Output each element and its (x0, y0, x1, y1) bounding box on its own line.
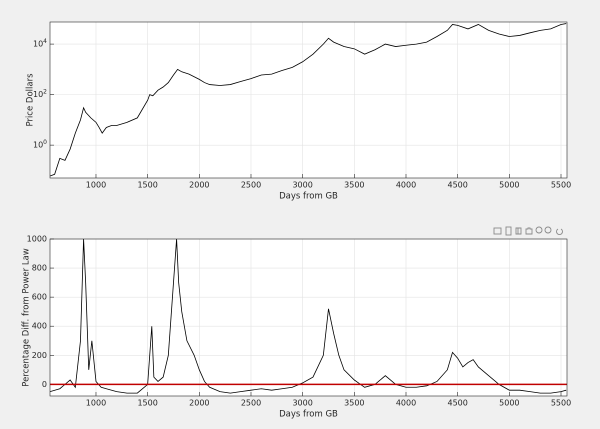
export-icon[interactable] (493, 227, 502, 235)
x-tick-label: 1000 (86, 181, 106, 190)
x-tick-label: 1500 (137, 181, 157, 190)
plot-layer (50, 239, 567, 394)
data-line (50, 239, 567, 394)
zoom-in-icon[interactable] (535, 226, 543, 234)
x-axis-title: Days from GB (279, 410, 338, 420)
x-tick-label: 5000 (499, 181, 519, 190)
y-axis-title: Percentage Diff. from Power Law (22, 248, 32, 387)
brush-icon[interactable] (505, 226, 512, 236)
x-tick-label: 5500 (551, 399, 571, 408)
y-tick-label: 102 (33, 88, 47, 99)
axes-box (49, 238, 568, 397)
y-tick-label: 200 (32, 351, 47, 360)
y-tick-label: 0 (42, 380, 47, 389)
x-tick-label: 2500 (241, 181, 261, 190)
plot-area (50, 239, 567, 396)
data-line (50, 23, 567, 177)
y-tick-label: 400 (32, 322, 47, 331)
x-tick-label: 1500 (137, 399, 157, 408)
x-tick-label: 2000 (189, 181, 209, 190)
x-tick-label: 2500 (241, 399, 261, 408)
datatip-icon[interactable] (515, 227, 522, 235)
x-tick-label: 4500 (447, 181, 467, 190)
y-tick-label: 104 (33, 38, 47, 49)
x-tick-label: 4500 (447, 399, 467, 408)
zoom-out-icon[interactable] (544, 226, 552, 234)
axes-box (49, 21, 568, 179)
y-tick-label: 100 (33, 139, 47, 150)
x-tick-label: 4000 (396, 399, 416, 408)
y-tick-label: 1000 (27, 235, 47, 244)
plot-area (50, 22, 567, 178)
axes-toolbar[interactable] (493, 226, 563, 236)
y-tick-label: 800 (32, 264, 47, 273)
x-tick-label: 5000 (499, 399, 519, 408)
x-tick-label: 3500 (344, 399, 364, 408)
x-tick-label: 3000 (292, 399, 312, 408)
x-axis-title: Days from GB (279, 192, 338, 202)
x-tick-label: 5500 (551, 181, 571, 190)
pan-icon[interactable] (525, 227, 533, 235)
x-tick-label: 3000 (292, 181, 312, 190)
y-tick-label: 600 (32, 293, 47, 302)
x-tick-label: 2000 (189, 399, 209, 408)
restore-view-icon[interactable] (556, 228, 563, 235)
plot-layer (50, 23, 567, 177)
y-axis-title: Price Dollars (26, 73, 36, 127)
x-tick-label: 4000 (396, 181, 416, 190)
x-tick-label: 1000 (86, 399, 106, 408)
x-tick-label: 3500 (344, 181, 364, 190)
